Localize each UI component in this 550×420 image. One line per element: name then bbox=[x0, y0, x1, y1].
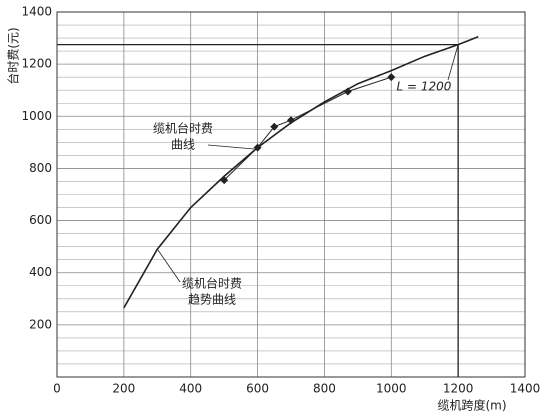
x-axis-title: 缆机跨度(m) bbox=[437, 398, 506, 413]
x-tick-label: 1200 bbox=[443, 382, 474, 396]
annotation-text: 缆机台时费 bbox=[153, 121, 213, 136]
y-tick-label: 800 bbox=[29, 161, 52, 175]
leader-line bbox=[157, 249, 181, 283]
y-tick-label: 200 bbox=[29, 317, 52, 331]
x-tick-label: 0 bbox=[53, 382, 61, 396]
diamond-marker bbox=[270, 122, 279, 131]
leader-line bbox=[447, 44, 459, 81]
x-tick-label: 400 bbox=[179, 382, 202, 396]
annotation-text: 缆机台时费 bbox=[182, 276, 242, 291]
annotation-text: 曲线 bbox=[171, 138, 195, 152]
x-tick-label: 1400 bbox=[510, 382, 541, 396]
trend-line bbox=[123, 36, 479, 309]
plot-frame bbox=[56, 11, 526, 378]
x-tick-label: 1000 bbox=[376, 382, 407, 396]
x-tick-label: 200 bbox=[112, 382, 135, 396]
reference-label: L = 1200 bbox=[397, 80, 452, 94]
x-tick-label: 800 bbox=[313, 382, 336, 396]
leader-line bbox=[207, 144, 255, 150]
y-tick-label: 1000 bbox=[21, 109, 52, 123]
diamond-marker bbox=[387, 73, 396, 82]
y-tick-label: 600 bbox=[29, 213, 52, 227]
y-tick-label: 1400 bbox=[21, 5, 52, 19]
annotation-text: 趋势曲线 bbox=[188, 293, 236, 307]
y-tick-label: 400 bbox=[29, 265, 52, 279]
y-axis-title: 台时费(元) bbox=[6, 27, 21, 84]
data-polyline bbox=[223, 76, 392, 181]
x-tick-label: 600 bbox=[246, 382, 269, 396]
y-tick-label: 1200 bbox=[21, 57, 52, 71]
